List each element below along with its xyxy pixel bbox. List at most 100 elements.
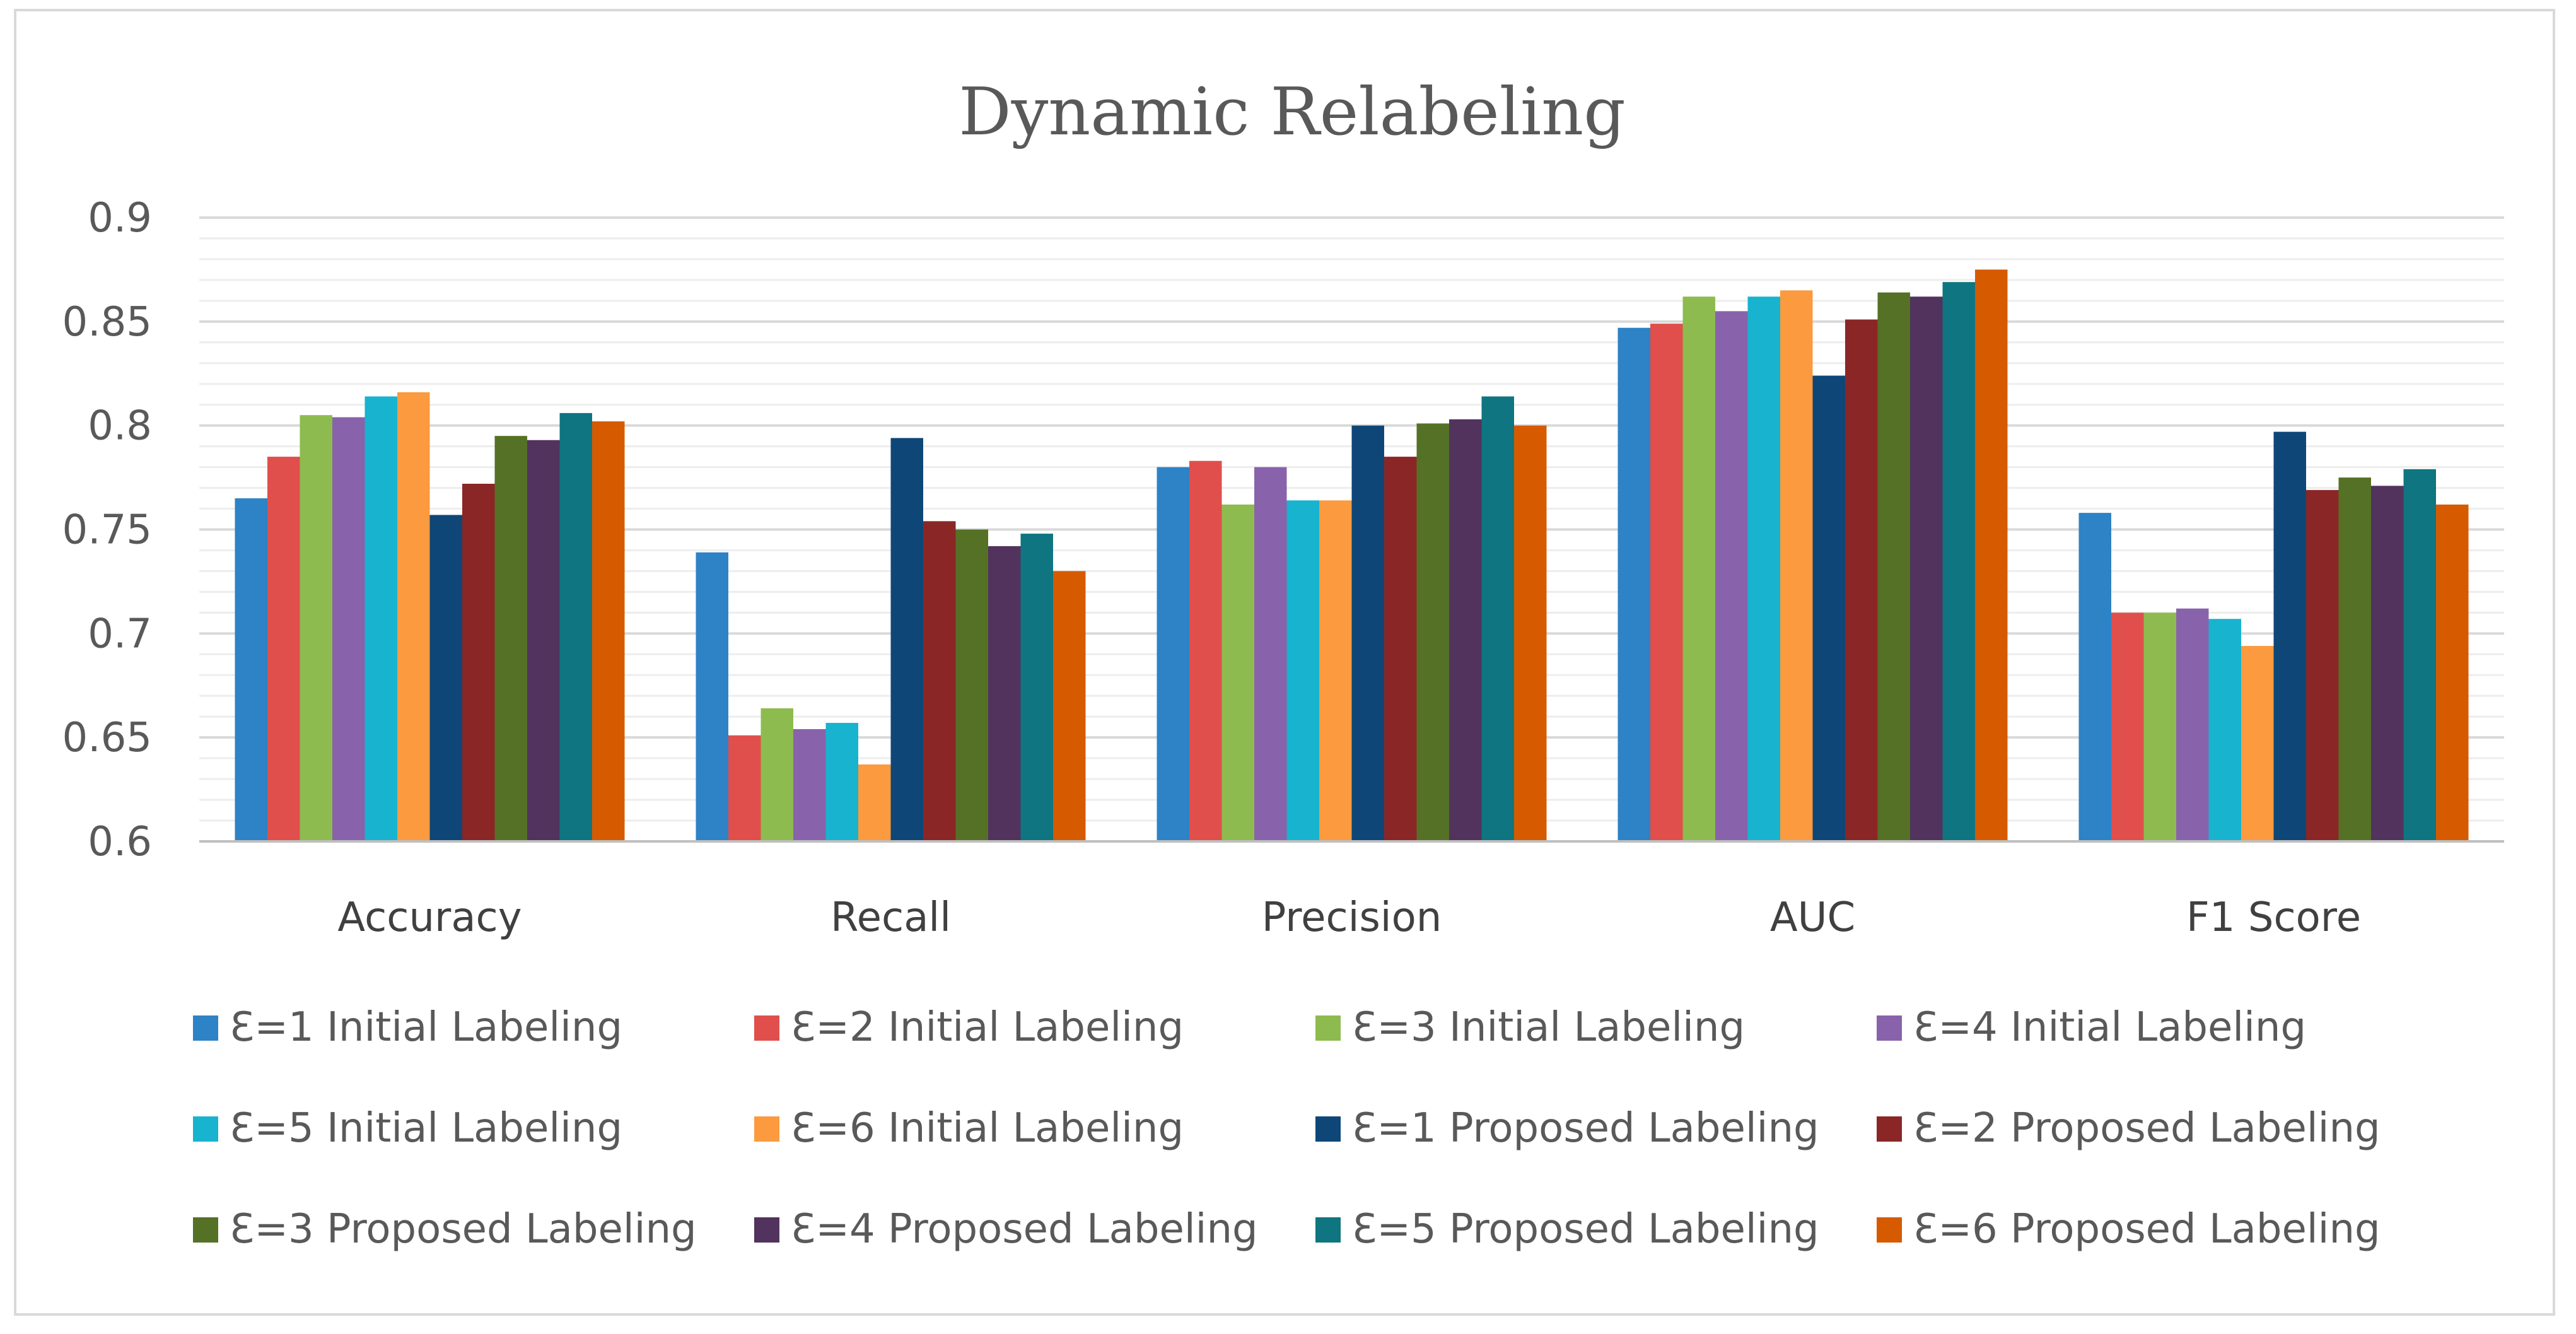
legend-swatch xyxy=(1877,1217,1902,1243)
bar xyxy=(235,498,267,841)
bar xyxy=(793,728,826,841)
bar xyxy=(300,415,332,841)
bar xyxy=(1715,311,1748,842)
legend: Ɛ=1 Initial Labeling Ɛ=2 Initial Labeling… xyxy=(193,1004,2381,1253)
bar xyxy=(2176,608,2209,841)
bar xyxy=(2078,513,2111,841)
bar xyxy=(1053,571,1086,841)
bar xyxy=(1481,396,1514,841)
bar xyxy=(592,421,625,841)
bar xyxy=(2306,489,2339,841)
bar xyxy=(1254,467,1287,841)
legend-swatch xyxy=(754,1116,779,1142)
bar xyxy=(267,457,300,841)
bar xyxy=(955,529,988,841)
bar xyxy=(1747,296,1780,842)
bar xyxy=(2241,646,2274,841)
y-tick-label: 0.6 xyxy=(88,819,152,865)
legend-swatch xyxy=(754,1217,779,1243)
legend-swatch xyxy=(754,1015,779,1041)
bar xyxy=(1617,327,1650,841)
bar xyxy=(825,723,858,841)
legend-swatch xyxy=(1315,1217,1341,1243)
y-tick-label: 0.7 xyxy=(88,611,152,657)
legend-label: Ɛ=2 Proposed Labeling xyxy=(1913,1105,2381,1152)
legend-label: Ɛ=2 Initial Labeling xyxy=(791,1004,1184,1051)
bar xyxy=(1650,324,1683,841)
legend-swatch xyxy=(1315,1015,1341,1041)
legend-swatch xyxy=(193,1116,218,1142)
legend-label: Ɛ=3 Initial Labeling xyxy=(1352,1004,1745,1051)
bar xyxy=(332,417,365,841)
y-axis-ticks: 0.6 0.65 0.7 0.75 0.8 0.85 0.9 xyxy=(62,195,153,865)
chart-frame: Dynamic Relabeling 0.6 0.65 0.7 0.75 0.8 0.85… xyxy=(14,9,2555,1316)
bar xyxy=(1416,423,1449,841)
bar xyxy=(1514,425,1547,841)
legend-swatch xyxy=(193,1217,218,1243)
x-category-label: F1 Score xyxy=(2186,894,2361,941)
bar xyxy=(1020,534,1053,841)
legend-label: Ɛ=6 Proposed Labeling xyxy=(1913,1206,2381,1253)
y-tick-label: 0.75 xyxy=(62,507,153,554)
bar xyxy=(1286,500,1319,841)
x-category-label: AUC xyxy=(1770,894,1855,941)
legend-label: Ɛ=5 Proposed Labeling xyxy=(1352,1206,1819,1253)
x-category-label: Accuracy xyxy=(337,894,522,941)
bar xyxy=(2208,619,2241,841)
bar xyxy=(1319,500,1352,841)
legend-label: Ɛ=4 Initial Labeling xyxy=(1913,1004,2306,1051)
bar xyxy=(527,440,560,841)
bar xyxy=(2403,469,2436,841)
bar xyxy=(2273,431,2306,841)
bar xyxy=(1682,296,1715,842)
chart: Dynamic Relabeling 0.6 0.65 0.7 0.75 0.8 0.85… xyxy=(62,73,2504,1253)
bar xyxy=(858,764,891,841)
bar xyxy=(923,521,956,841)
legend-swatch xyxy=(1877,1015,1902,1041)
y-tick-label: 0.8 xyxy=(88,403,152,450)
legend-label: Ɛ=3 Proposed Labeling xyxy=(230,1206,697,1253)
bar xyxy=(1910,296,1943,842)
y-tick-label: 0.9 xyxy=(88,195,152,242)
bar xyxy=(2338,477,2371,841)
bar xyxy=(1221,504,1254,841)
bar xyxy=(761,708,793,841)
legend-swatch xyxy=(1315,1116,1341,1142)
bar xyxy=(494,436,527,841)
bar xyxy=(1449,419,1482,841)
x-category-label: Precision xyxy=(1262,894,1442,941)
legend-swatch xyxy=(193,1015,218,1041)
bar xyxy=(1157,467,1189,841)
legend-label: Ɛ=4 Proposed Labeling xyxy=(791,1206,1258,1253)
bar xyxy=(1189,460,1222,841)
bar xyxy=(1780,290,1813,842)
bar xyxy=(397,392,430,841)
y-tick-label: 0.65 xyxy=(62,715,153,761)
bar xyxy=(1877,292,1910,841)
bar xyxy=(1351,425,1384,841)
legend-label: Ɛ=5 Initial Labeling xyxy=(230,1105,622,1152)
bar xyxy=(2111,612,2144,841)
bar xyxy=(2436,504,2469,841)
bar xyxy=(1812,375,1845,841)
bar xyxy=(1975,269,2008,842)
legend-label: Ɛ=1 Proposed Labeling xyxy=(1352,1105,1819,1152)
bar xyxy=(2371,486,2404,841)
legend-label: Ɛ=6 Initial Labeling xyxy=(791,1105,1184,1152)
bar xyxy=(890,438,923,841)
chart-title: Dynamic Relabeling xyxy=(959,73,1626,150)
x-axis-categories: Accuracy Recall Precision AUC F1 Score xyxy=(337,894,2361,941)
bar xyxy=(559,412,592,841)
y-tick-label: 0.85 xyxy=(62,299,153,346)
bars xyxy=(235,269,2469,842)
legend-label: Ɛ=1 Initial Labeling xyxy=(230,1004,622,1051)
legend-swatch xyxy=(1877,1116,1902,1142)
bar xyxy=(728,735,761,841)
bar xyxy=(462,483,495,841)
bar xyxy=(1942,282,1975,841)
bar xyxy=(1845,319,1878,842)
bar xyxy=(988,546,1021,841)
x-category-label: Recall xyxy=(830,894,951,941)
bar xyxy=(696,552,728,841)
bar xyxy=(2143,612,2176,841)
